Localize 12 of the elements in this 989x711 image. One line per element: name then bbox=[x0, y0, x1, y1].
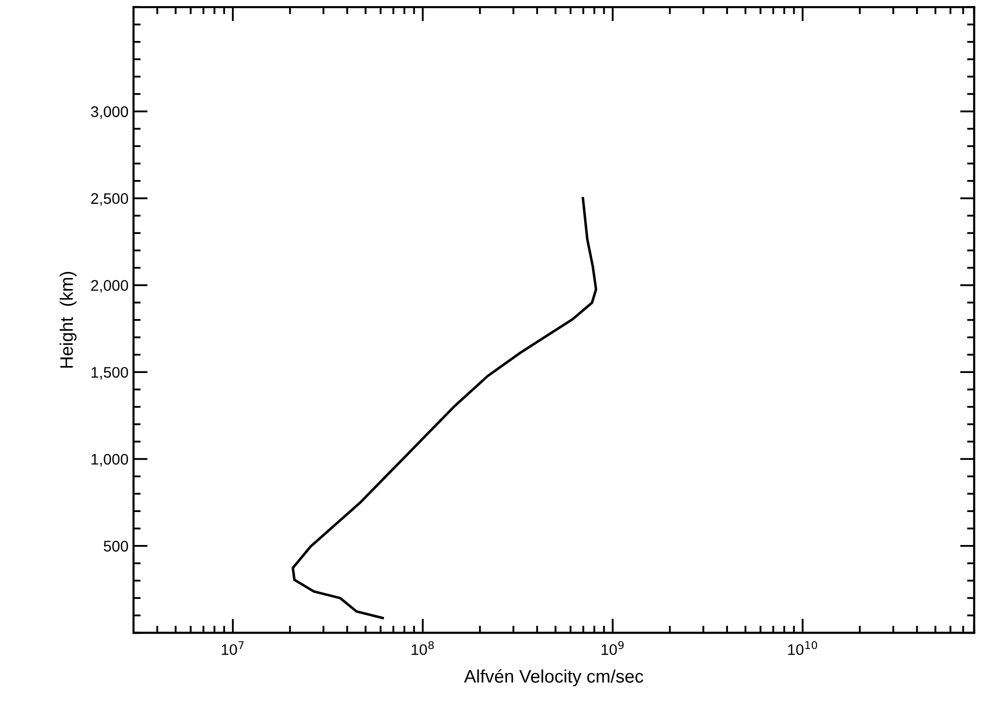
x-tick-label: 10$^{8}$ bbox=[412, 641, 434, 656]
x-tick-label: 10$^{7}$ bbox=[222, 641, 244, 656]
y-tick-label: 2,000 bbox=[91, 280, 128, 293]
y-tick-label: 1,500 bbox=[92, 366, 128, 380]
y-tick-label: 3,000 bbox=[91, 106, 128, 119]
x-tick-label: 10$^{9}$ bbox=[602, 641, 624, 656]
x-axis-title: Alfvén Velocity cm/sec bbox=[464, 669, 644, 686]
y-tick-label: 500 bbox=[104, 540, 128, 552]
y-tick-label: 2,500 bbox=[91, 193, 128, 206]
x-tick-label: 10$^{10}$ bbox=[788, 641, 818, 656]
y-axis-title: Height (km) bbox=[60, 272, 77, 368]
y-tick-label: 1,000 bbox=[92, 454, 128, 466]
